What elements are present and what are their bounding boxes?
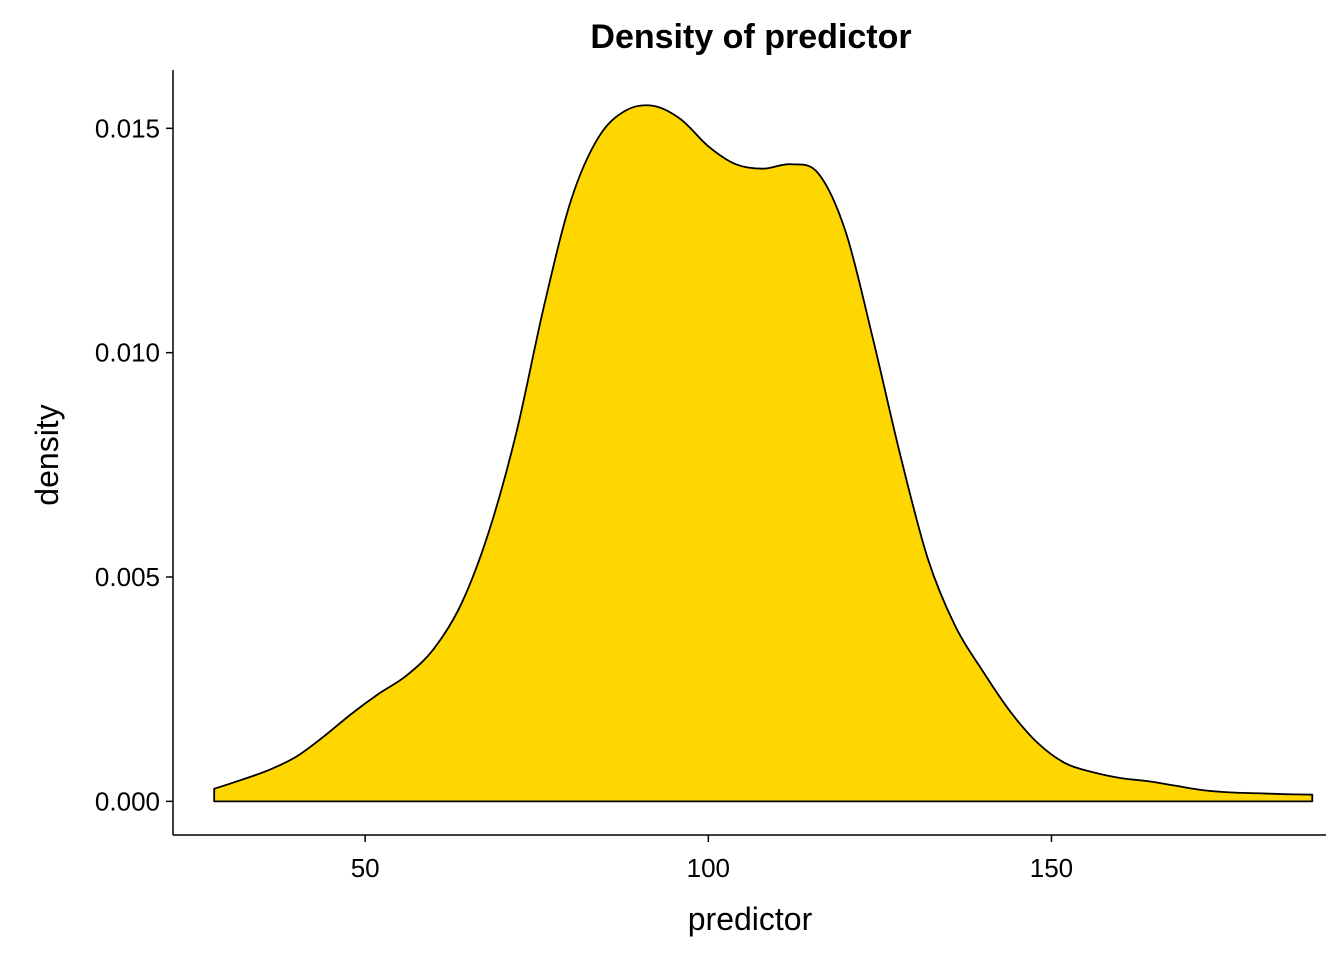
density-area — [213, 104, 1314, 803]
y-axis-ticks: 0.000 0.005 0.010 0.015 — [95, 113, 173, 816]
x-axis-ticks: 50 100 150 — [351, 835, 1073, 883]
y-tick-label: 0.015 — [95, 113, 160, 143]
y-tick-label: 0.000 — [95, 786, 160, 816]
x-tick-label: 150 — [1030, 853, 1073, 883]
x-axis-title: predictor — [688, 901, 813, 937]
y-tick-label: 0.005 — [95, 562, 160, 592]
y-tick-label: 0.010 — [95, 338, 160, 368]
y-axis-title: density — [29, 404, 65, 505]
chart-title: Density of predictor — [590, 18, 911, 56]
x-tick-label: 50 — [351, 853, 380, 883]
plot-area — [213, 104, 1314, 803]
x-tick-label: 100 — [687, 853, 730, 883]
